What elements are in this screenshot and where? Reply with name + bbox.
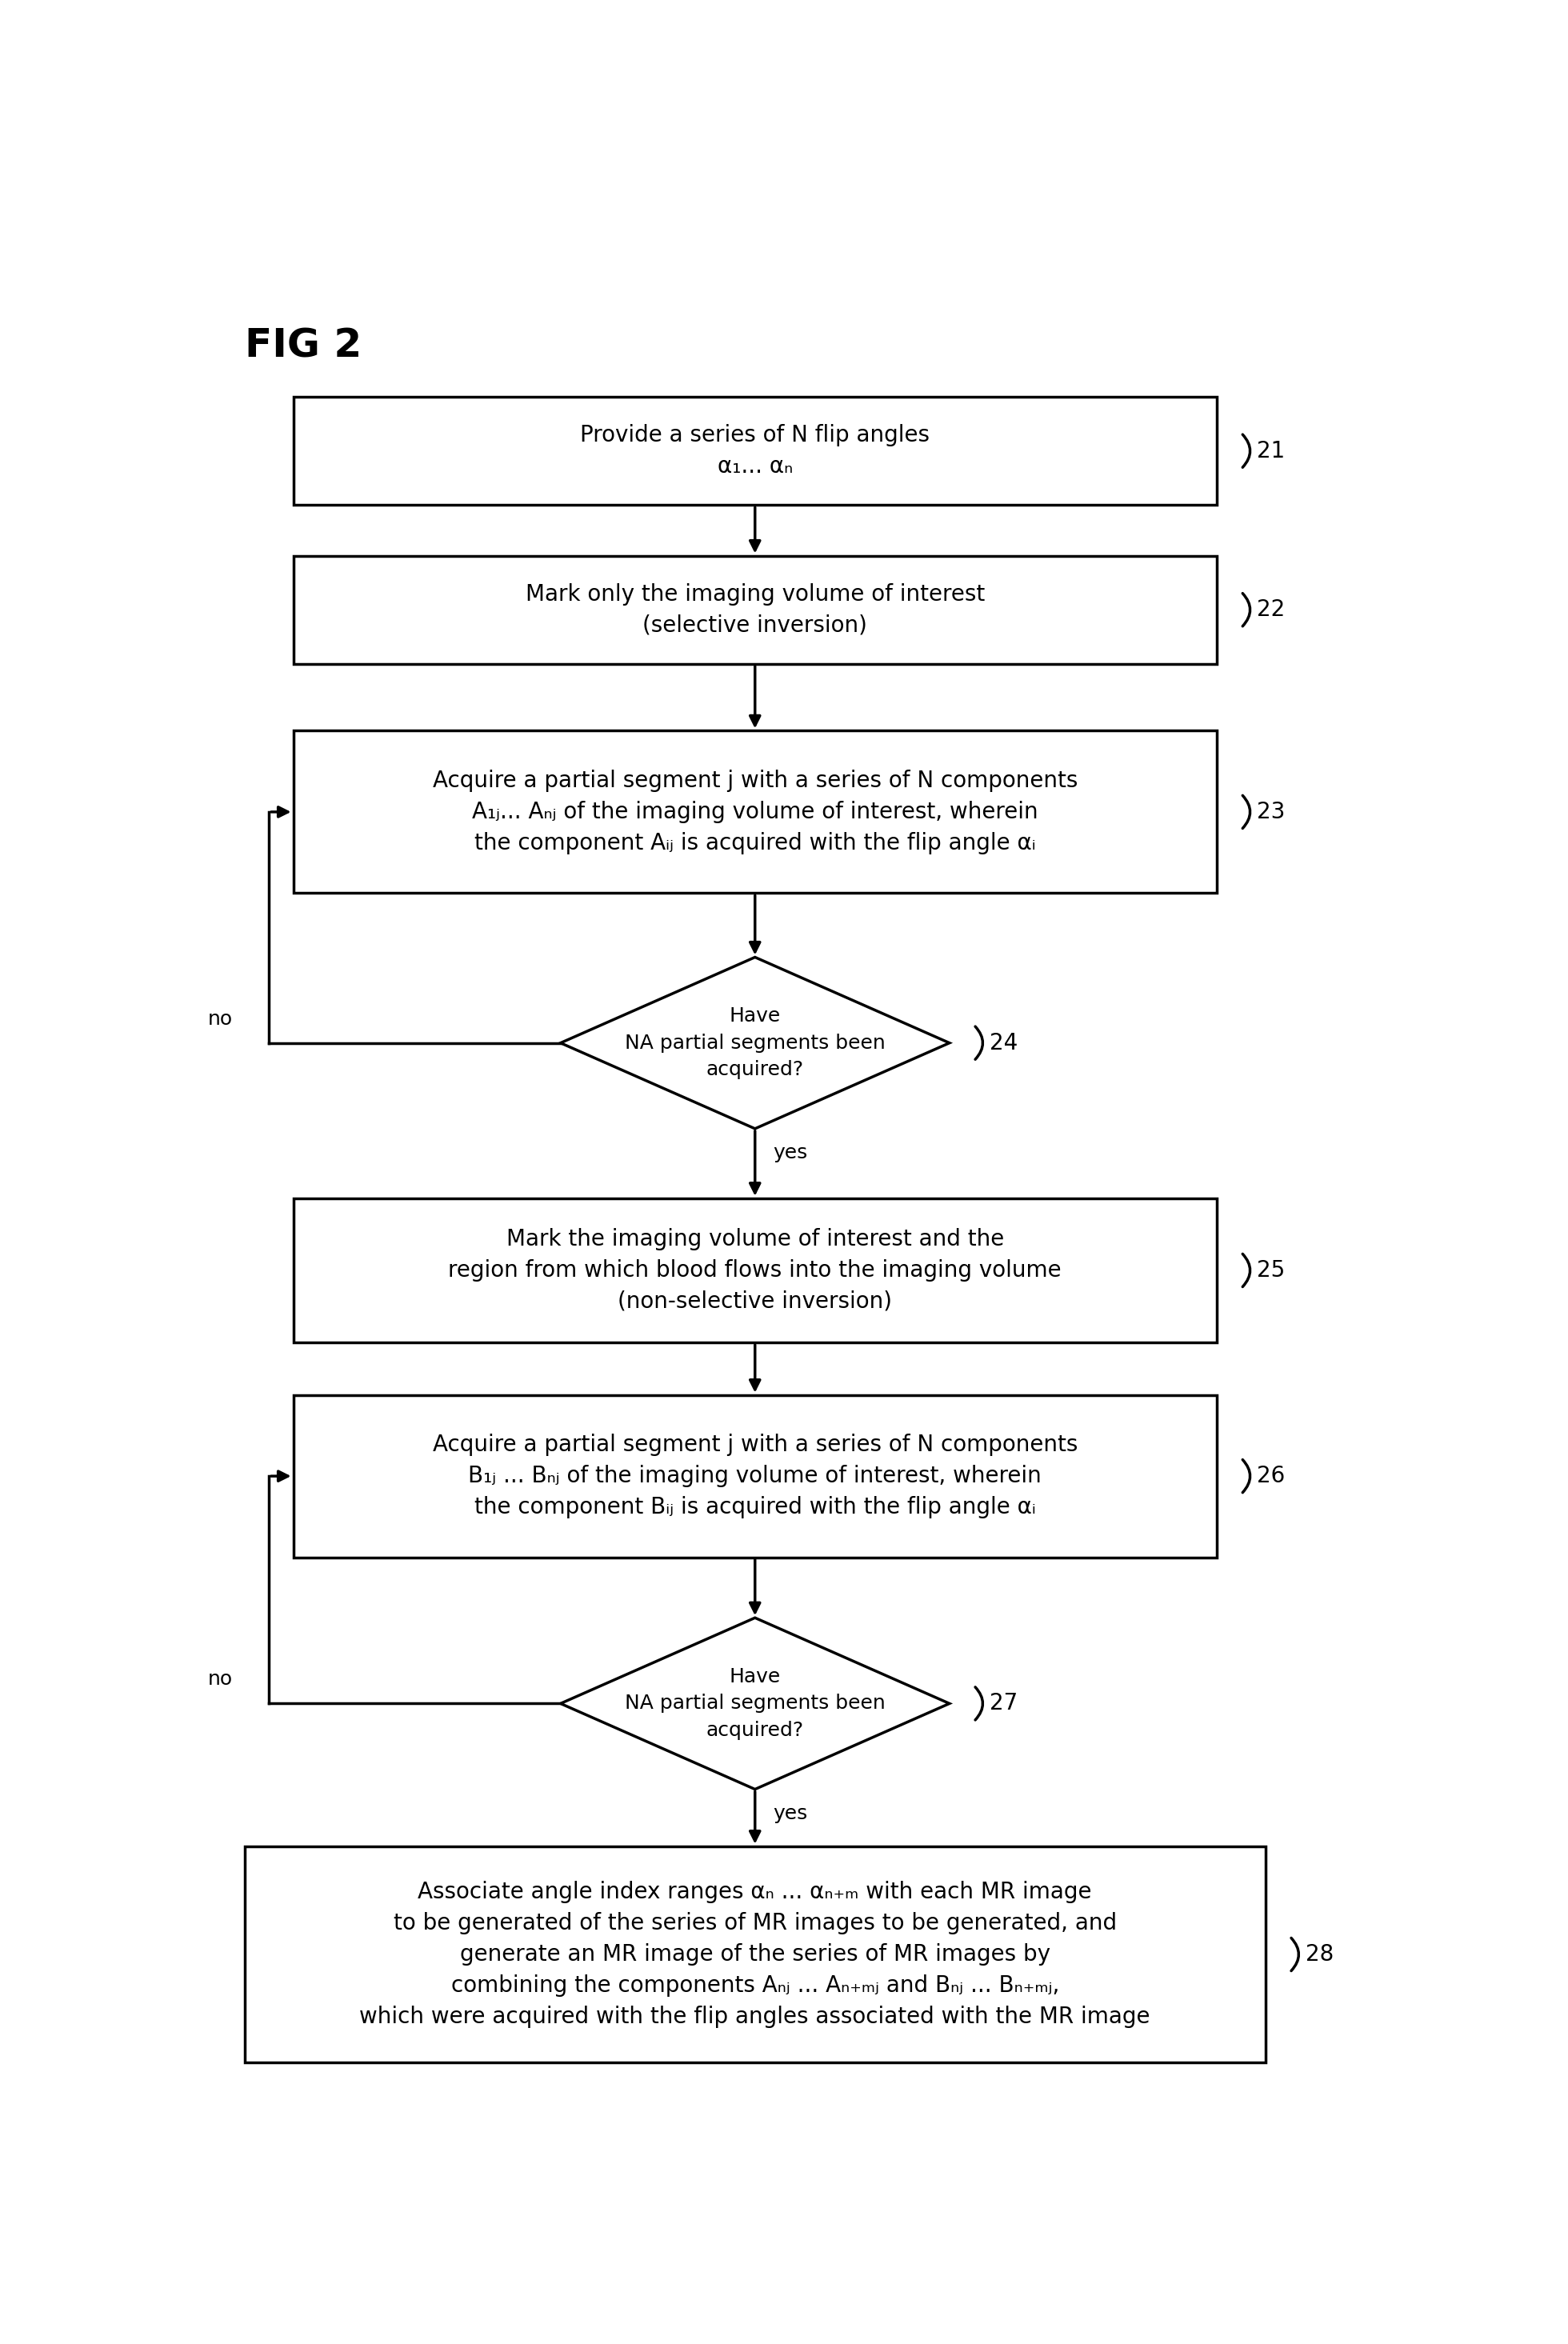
Bar bbox=[293, 1198, 1217, 1343]
Text: Mark the imaging volume of interest and the
region from which blood flows into t: Mark the imaging volume of interest and … bbox=[448, 1228, 1062, 1313]
Text: 24: 24 bbox=[989, 1031, 1018, 1055]
Bar bbox=[293, 1395, 1217, 1556]
Text: 26: 26 bbox=[1258, 1465, 1286, 1488]
Polygon shape bbox=[561, 1617, 950, 1788]
Bar bbox=[293, 556, 1217, 663]
Text: no: no bbox=[207, 1010, 232, 1029]
Text: 25: 25 bbox=[1258, 1259, 1286, 1282]
Text: Associate angle index ranges αₙ ... αₙ₊ₘ with each MR image
to be generated of t: Associate angle index ranges αₙ ... αₙ₊ₘ… bbox=[359, 1880, 1151, 2028]
Text: 28: 28 bbox=[1306, 1943, 1334, 1967]
Text: Acquire a partial segment j with a series of N components
A₁ⱼ... Aₙⱼ of the imag: Acquire a partial segment j with a serie… bbox=[433, 769, 1077, 853]
Text: Mark only the imaging volume of interest
(selective inversion): Mark only the imaging volume of interest… bbox=[525, 584, 985, 638]
Bar bbox=[245, 1847, 1265, 2063]
Polygon shape bbox=[561, 956, 950, 1130]
Text: 23: 23 bbox=[1258, 802, 1286, 823]
Text: yes: yes bbox=[773, 1144, 808, 1163]
Text: Have
NA partial segments been
acquired?: Have NA partial segments been acquired? bbox=[624, 1667, 886, 1739]
Text: FIG 2: FIG 2 bbox=[245, 326, 362, 366]
Text: Acquire a partial segment j with a series of N components
B₁ⱼ ... Bₙⱼ of the ima: Acquire a partial segment j with a serie… bbox=[433, 1435, 1077, 1519]
Text: 21: 21 bbox=[1258, 441, 1286, 462]
Text: Have
NA partial segments been
acquired?: Have NA partial segments been acquired? bbox=[624, 1006, 886, 1078]
Text: Provide a series of N flip angles
α₁... αₙ: Provide a series of N flip angles α₁... … bbox=[580, 424, 930, 478]
Text: 22: 22 bbox=[1258, 598, 1286, 621]
Bar bbox=[293, 731, 1217, 893]
Text: 27: 27 bbox=[989, 1692, 1018, 1716]
Text: no: no bbox=[207, 1669, 232, 1690]
Text: yes: yes bbox=[773, 1803, 808, 1824]
Bar bbox=[293, 396, 1217, 504]
